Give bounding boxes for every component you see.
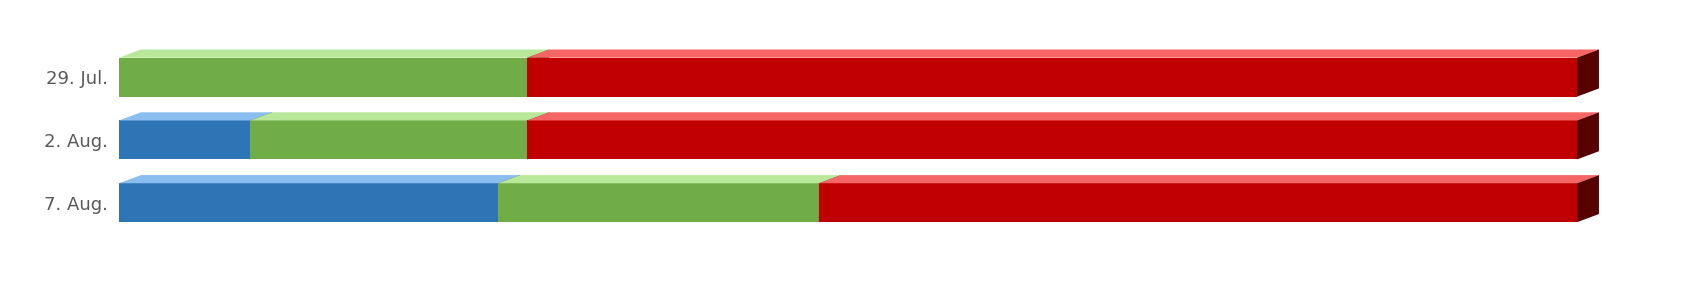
Polygon shape bbox=[527, 50, 1599, 58]
Polygon shape bbox=[119, 58, 527, 97]
Polygon shape bbox=[119, 121, 250, 159]
Polygon shape bbox=[119, 112, 272, 121]
Polygon shape bbox=[119, 183, 498, 222]
Polygon shape bbox=[1577, 112, 1599, 159]
Polygon shape bbox=[119, 175, 521, 183]
Polygon shape bbox=[527, 112, 1599, 121]
Polygon shape bbox=[498, 175, 521, 222]
Polygon shape bbox=[527, 58, 1577, 97]
Polygon shape bbox=[818, 175, 1599, 183]
Polygon shape bbox=[527, 121, 1577, 159]
Polygon shape bbox=[818, 175, 840, 222]
Polygon shape bbox=[1577, 175, 1599, 222]
Polygon shape bbox=[498, 175, 840, 183]
Polygon shape bbox=[250, 112, 272, 159]
Polygon shape bbox=[1577, 50, 1599, 97]
Polygon shape bbox=[119, 50, 549, 58]
Polygon shape bbox=[250, 112, 549, 121]
Polygon shape bbox=[498, 183, 818, 222]
Polygon shape bbox=[527, 50, 549, 97]
Polygon shape bbox=[818, 183, 1577, 222]
Polygon shape bbox=[527, 112, 549, 159]
Polygon shape bbox=[250, 121, 527, 159]
